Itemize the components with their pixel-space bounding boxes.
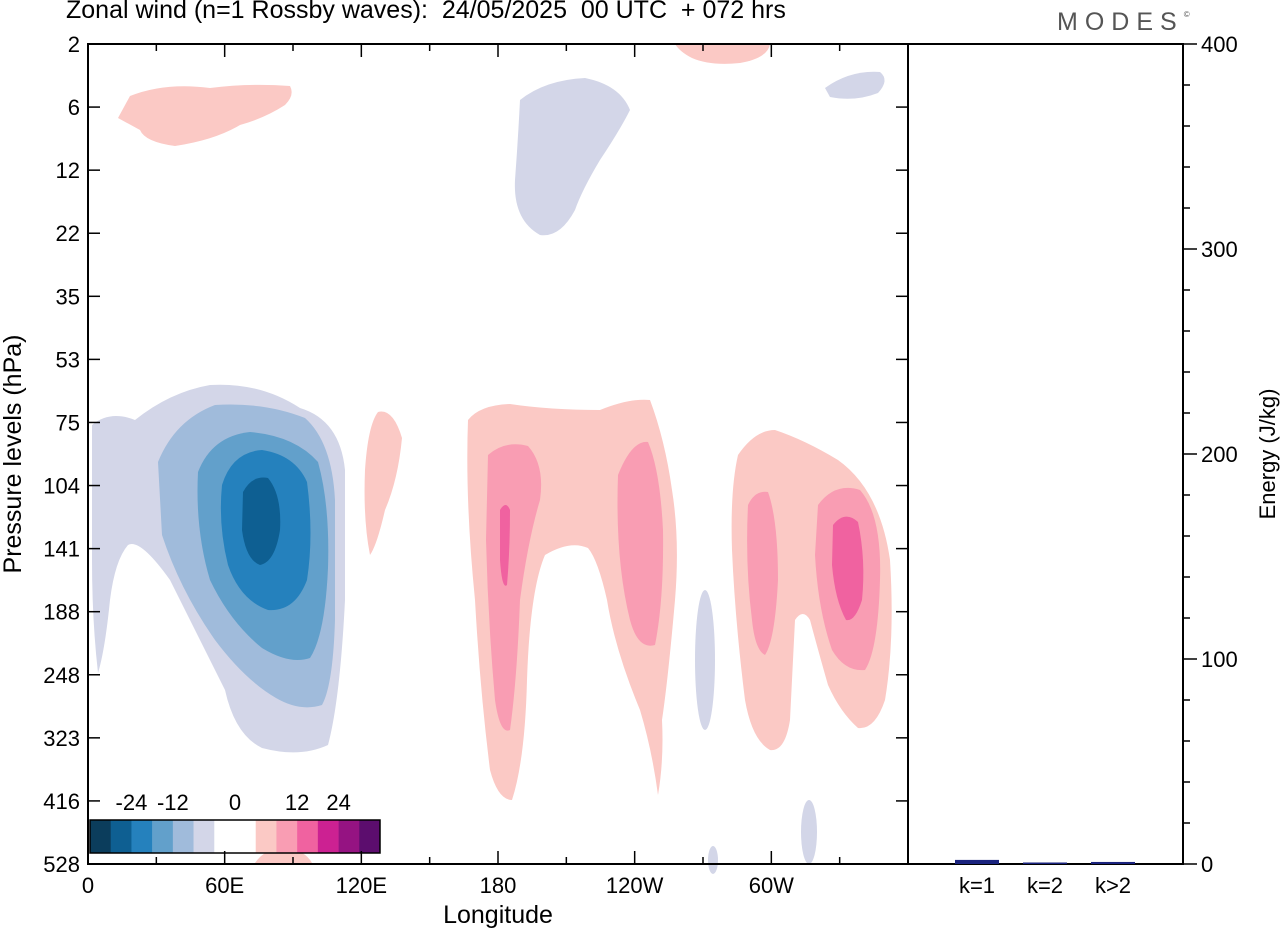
- brand-logo: MODES©: [1057, 8, 1190, 37]
- contour-neg-upper: [514, 78, 630, 236]
- contour-pos-40w-core: [832, 516, 864, 621]
- colorbar: [89, 819, 381, 854]
- colorbar-swatch: [235, 820, 257, 853]
- colorbar-swatch: [276, 820, 298, 853]
- y-tick-label: 6: [68, 95, 80, 120]
- x-tick-labels: 0 60E 120E 180 120W 60W: [82, 873, 794, 898]
- y-tick-label: 75: [56, 410, 80, 435]
- contour-pos-120e: [364, 411, 402, 555]
- energy-axis-label: Energy (J/kg): [1255, 389, 1280, 520]
- colorbar-label: -24: [116, 790, 148, 815]
- energy-bar: [1091, 861, 1135, 864]
- colorbar-swatch: [317, 820, 339, 853]
- colorbar-swatch: [193, 820, 215, 853]
- y-tick-label: 53: [56, 347, 80, 372]
- x-tick-label: 0: [82, 873, 94, 898]
- energy-bar: [1023, 862, 1067, 864]
- energy-category-label: k=1: [959, 873, 995, 898]
- energy-tick-label: 200: [1201, 442, 1238, 467]
- x-tick-label: 60W: [749, 873, 794, 898]
- energy-bar: [955, 859, 999, 864]
- colorbar-swatch: [172, 820, 194, 853]
- energy-category-label: k=2: [1027, 873, 1063, 898]
- colorbar-swatch: [90, 820, 112, 853]
- colorbar-swatch: [359, 820, 381, 853]
- y-tick-label: 12: [56, 158, 80, 183]
- contour-pos-120w: [617, 441, 664, 646]
- contour-neg-oval-3: [708, 846, 718, 874]
- x-tick-label: 180: [480, 873, 517, 898]
- colorbar-swatch: [131, 820, 153, 853]
- y-tick-label: 2: [68, 32, 80, 57]
- contour-neg-oval-2: [801, 800, 817, 864]
- colorbar-swatch: [214, 820, 236, 853]
- brand-name: MODES: [1057, 8, 1184, 36]
- colorbar-labels: -24 -12 0 12 24: [116, 790, 351, 815]
- x-axis-label: Longitude: [443, 901, 553, 929]
- contour-pos-75w: [747, 491, 778, 655]
- x-tick-label: 120E: [336, 873, 387, 898]
- energy-tick-label: 0: [1201, 852, 1213, 877]
- energy-tick-label: 100: [1201, 647, 1238, 672]
- colorbar-swatch: [297, 820, 319, 853]
- brand-mark: ©: [1183, 10, 1190, 19]
- y-tick-label: 248: [43, 663, 80, 688]
- energy-tick-label: 400: [1201, 32, 1238, 57]
- chart-title: Zonal wind (n=1 Rossby waves): 24/05/202…: [66, 0, 786, 24]
- y-tick-label: 22: [56, 221, 80, 246]
- colorbar-swatch: [255, 820, 277, 853]
- contour-neg-oval-1: [695, 590, 715, 730]
- energy-frame: [907, 43, 1184, 865]
- contour-pos-upper-left: [118, 84, 292, 146]
- energy-category-label: k>2: [1095, 873, 1131, 898]
- contour-fills: [92, 44, 892, 874]
- x-tick-label: 60E: [205, 873, 244, 898]
- energy-bars: k=1 k=2 k>2: [955, 859, 1135, 898]
- colorbar-label: 0: [229, 790, 241, 815]
- axis-ticks: [87, 43, 908, 865]
- colorbar-label: 12: [285, 790, 309, 815]
- colorbar-swatch: [338, 820, 360, 853]
- y-tick-label: 188: [43, 600, 80, 625]
- contour-pos-180: [486, 444, 542, 731]
- energy-tick-label: 300: [1201, 237, 1238, 262]
- contour-neg-level5: [242, 477, 281, 565]
- y-tick-label: 104: [43, 474, 80, 499]
- contour-neg-upper-right: [825, 71, 885, 99]
- colorbar-swatch: [152, 820, 174, 853]
- y-tick-label: 141: [43, 537, 80, 562]
- y-tick-label: 416: [43, 789, 80, 814]
- colorbar-swatch: [110, 820, 132, 853]
- energy-y-ticks: 0 100 200 300 400: [1183, 32, 1238, 877]
- y-tick-label: 323: [43, 726, 80, 751]
- y-tick-label: 35: [56, 284, 80, 309]
- contour-pos-180-core: [500, 505, 510, 586]
- y-tick-label: 528: [43, 852, 80, 877]
- x-tick-label: 120W: [606, 873, 664, 898]
- colorbar-label: -12: [157, 790, 189, 815]
- y-tick-labels: 2 6 12 22 35 53 75 104 141 188 248 323 416 528: [43, 32, 80, 877]
- colorbar-label: 24: [326, 790, 350, 815]
- contour-pos-top: [675, 44, 770, 64]
- y-axis-label: Pressure levels (hPa): [0, 335, 27, 574]
- colorbar-border: [89, 819, 381, 854]
